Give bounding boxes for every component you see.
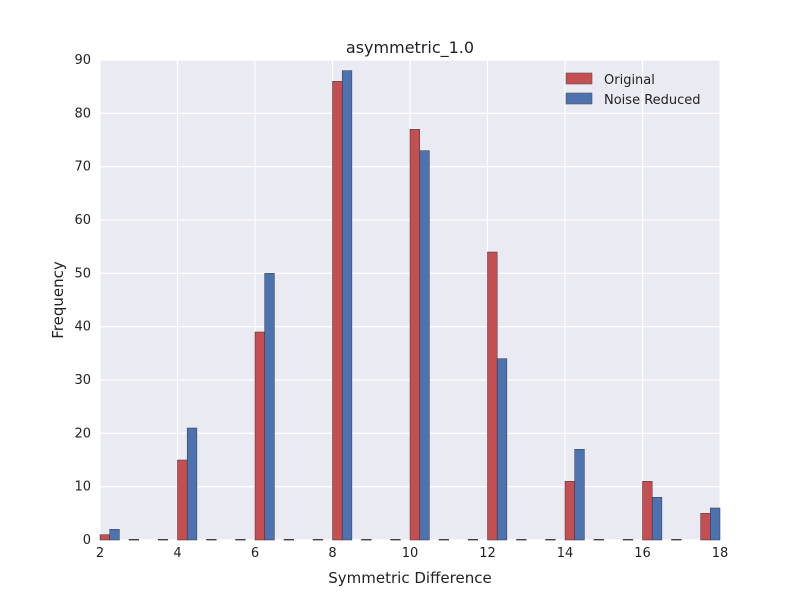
bar-noise-reduced <box>206 539 217 541</box>
bar-noise-reduced <box>283 539 294 541</box>
bar-noise-reduced <box>390 539 401 541</box>
x-tick-labels: 2 4 6 8 10 12 14 16 18 <box>96 546 728 561</box>
x-tick-label: 16 <box>634 546 651 561</box>
bar-noise-reduced <box>545 539 556 541</box>
bar-noise-reduced <box>710 507 721 541</box>
chart-title: asymmetric_1.0 <box>346 38 474 58</box>
x-tick-label: 4 <box>173 546 181 561</box>
bar-original <box>254 331 265 541</box>
bar-noise-reduced <box>128 539 139 541</box>
bar-noise-reduced <box>312 539 324 541</box>
bar-noise-reduced <box>361 539 372 541</box>
bar-noise-reduced <box>574 449 585 541</box>
bars <box>99 70 721 541</box>
bar-noise-reduced <box>264 273 275 541</box>
y-tick-label: 60 <box>74 213 91 228</box>
bar-original <box>332 81 343 541</box>
bar-original <box>487 251 498 541</box>
legend-swatch-noise-reduced <box>565 92 593 105</box>
y-tick-label: 40 <box>74 320 91 335</box>
y-tick-label: 30 <box>74 373 91 388</box>
bar-noise-reduced <box>438 539 449 541</box>
legend: Original Noise Reduced <box>565 72 701 108</box>
bar-noise-reduced <box>467 539 479 541</box>
y-tick-label: 20 <box>74 426 91 441</box>
y-axis-title: Frequency <box>49 261 67 339</box>
legend-label-noise-reduced: Noise Reduced <box>604 93 701 108</box>
bar-noise-reduced <box>516 539 527 541</box>
legend-label-original: Original <box>604 73 655 88</box>
bar-noise-reduced <box>622 539 634 541</box>
bar-original <box>409 129 420 541</box>
x-tick-label: 10 <box>402 546 419 561</box>
y-tick-label: 70 <box>74 160 91 175</box>
y-tick-label: 10 <box>74 480 91 495</box>
y-tick-label: 50 <box>74 266 91 281</box>
bar-noise-reduced <box>496 358 508 541</box>
bar-noise-reduced <box>651 497 663 541</box>
x-tick-label: 8 <box>328 546 336 561</box>
bar-noise-reduced <box>186 427 198 541</box>
x-tick-label: 2 <box>96 546 104 561</box>
y-tick-labels: 0 10 20 30 40 50 60 70 80 90 <box>74 53 91 548</box>
bar-original <box>700 513 711 541</box>
bar-noise-reduced <box>157 539 169 541</box>
bar-original <box>564 481 575 541</box>
bar-original <box>642 481 653 541</box>
bar-noise-reduced <box>235 539 246 541</box>
bar-original <box>177 459 188 541</box>
y-tick-label: 90 <box>74 53 91 68</box>
y-tick-label: 80 <box>74 106 91 121</box>
x-tick-label: 6 <box>251 546 259 561</box>
x-tick-label: 12 <box>479 546 496 561</box>
x-tick-label: 18 <box>712 546 729 561</box>
bar-noise-reduced <box>671 539 682 541</box>
bar-noise-reduced <box>341 70 353 541</box>
bar-noise-reduced <box>419 150 430 541</box>
bar-noise-reduced <box>109 529 120 541</box>
x-tick-label: 14 <box>557 546 574 561</box>
x-axis-title: Symmetric Difference <box>328 569 491 587</box>
bar-original <box>99 534 110 541</box>
y-tick-label: 0 <box>83 533 91 548</box>
bar-noise-reduced <box>593 539 604 541</box>
legend-swatch-original <box>565 72 593 85</box>
